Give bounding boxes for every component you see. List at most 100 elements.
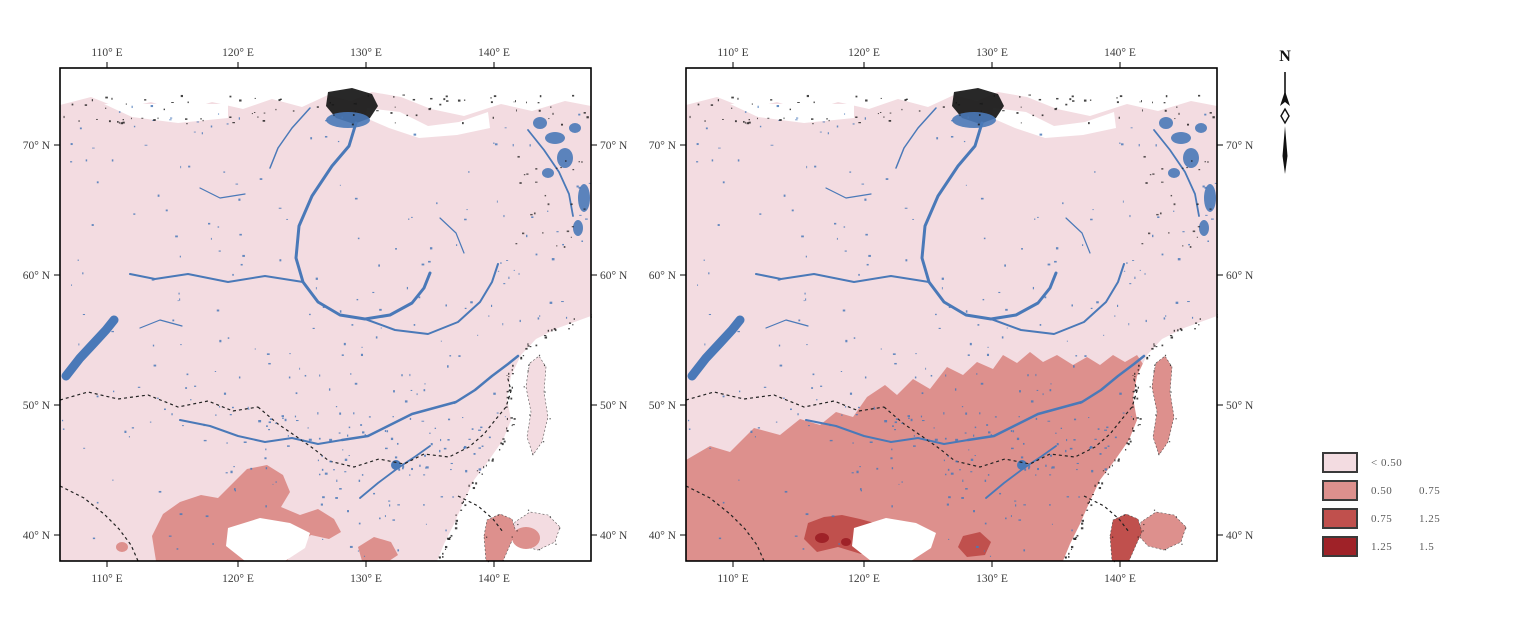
river <box>1065 217 1091 254</box>
water-speck <box>1001 336 1004 339</box>
water-speck <box>208 222 211 225</box>
water-speck <box>70 161 73 163</box>
water-speck <box>109 321 113 323</box>
water-speck <box>925 367 927 370</box>
coast-speck <box>352 114 355 116</box>
coast-speck <box>889 112 892 114</box>
coast-speck <box>523 386 525 388</box>
coast-speck <box>879 112 882 113</box>
water-speck <box>1094 438 1097 440</box>
water-speck <box>994 416 997 418</box>
water-speck <box>1020 456 1024 459</box>
water-speck <box>1023 549 1026 552</box>
coast-speck <box>522 232 525 235</box>
water-speck <box>468 171 470 173</box>
coast-speck <box>457 99 461 102</box>
coast-speck <box>1111 464 1113 467</box>
water-cluster <box>1183 148 1199 168</box>
coast-speck <box>463 99 466 101</box>
water-speck <box>401 374 403 377</box>
water-speck <box>217 226 220 228</box>
water-speck <box>894 428 897 431</box>
water-cluster <box>569 123 581 133</box>
water-speck <box>531 216 534 218</box>
coast-speck <box>1002 110 1005 112</box>
tick-label-bottom: 130° E <box>350 573 382 585</box>
coast-speck <box>455 522 458 525</box>
water-speck <box>71 284 73 286</box>
water-speck <box>295 392 298 395</box>
water-speck <box>264 457 267 460</box>
water-speck <box>1047 263 1051 266</box>
water-speck <box>266 425 268 427</box>
water-speck <box>892 353 896 355</box>
coast-speck <box>1127 442 1130 446</box>
water-speck <box>493 142 495 144</box>
water-speck <box>718 147 721 149</box>
water-speck <box>454 402 456 405</box>
water-speck <box>464 218 467 221</box>
coast-speck <box>1196 203 1199 206</box>
coast-speck <box>527 343 529 345</box>
tick-label-top: 130° E <box>976 47 1008 59</box>
water-speck <box>1023 504 1026 506</box>
water-speck <box>363 555 366 557</box>
coast-speck <box>535 181 538 183</box>
water-speck <box>1049 474 1052 476</box>
arctic-lagoon <box>104 104 228 123</box>
water-speck <box>891 505 893 508</box>
coast-speck <box>527 345 530 347</box>
water-speck <box>238 117 240 120</box>
coast-speck <box>1109 466 1111 469</box>
river <box>805 419 969 445</box>
coast-speck <box>120 122 124 125</box>
legend-item: 1.25 1.5 <box>1322 536 1440 557</box>
arctic-bay <box>366 108 490 138</box>
water-speck <box>585 218 588 220</box>
water-speck <box>1073 439 1076 441</box>
water-speck <box>1207 240 1210 242</box>
coast-speck <box>1153 370 1155 372</box>
water-cluster <box>578 184 590 212</box>
water-speck <box>965 412 968 415</box>
water-speck <box>1126 262 1128 264</box>
coast-speck <box>1092 493 1094 496</box>
water-speck <box>339 184 341 186</box>
lake-khanka <box>391 460 401 470</box>
water-speck <box>1204 186 1207 189</box>
coast-speck <box>1016 112 1019 114</box>
coast-speck <box>523 174 526 176</box>
coast-speck <box>1174 118 1176 120</box>
coast-speck <box>552 112 554 115</box>
coast-speck <box>1076 534 1079 537</box>
coast-speck <box>1137 424 1139 427</box>
water-speck <box>819 131 822 133</box>
coast-speck <box>547 203 550 206</box>
water-speck <box>1120 143 1124 146</box>
water-speck <box>840 371 843 372</box>
coast-speck <box>1117 459 1120 462</box>
water-speck <box>1114 315 1116 317</box>
class-region <box>358 537 398 561</box>
water-speck <box>737 159 740 162</box>
water-speck <box>1018 416 1020 418</box>
coast-speck <box>810 118 814 120</box>
water-speck <box>458 355 461 357</box>
coast-speck <box>519 182 522 184</box>
coast-speck <box>1141 100 1142 103</box>
water-speck <box>1010 515 1012 518</box>
coast-speck <box>1177 329 1179 332</box>
coast-speck <box>543 364 546 367</box>
water-speck <box>708 313 712 316</box>
coast-speck <box>394 106 396 108</box>
water-speck <box>349 545 353 548</box>
water-speck <box>1019 390 1021 393</box>
class-spot <box>841 538 851 546</box>
water-speck <box>388 500 391 502</box>
water-speck <box>402 467 404 470</box>
water-speck <box>927 439 930 441</box>
coast-speck <box>731 107 733 109</box>
water-speck <box>1091 469 1094 473</box>
water-speck <box>250 467 253 470</box>
water-speck <box>1051 466 1055 469</box>
